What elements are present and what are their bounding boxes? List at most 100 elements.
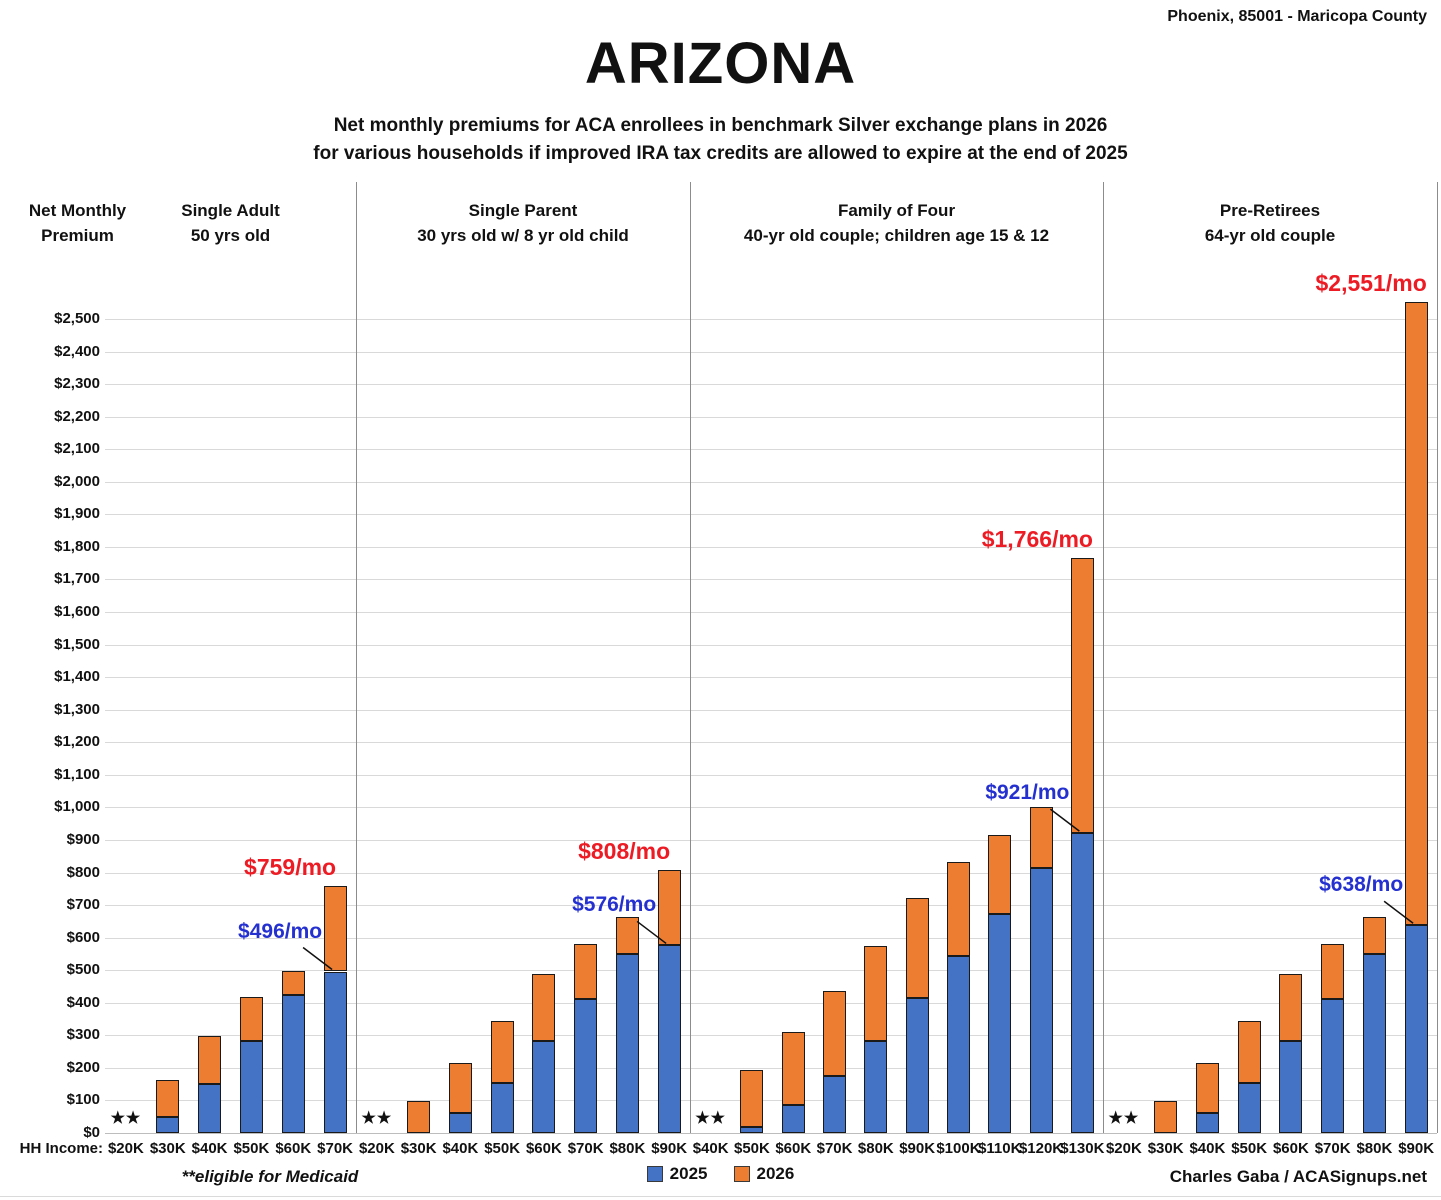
x-tick-label: $60K bbox=[1272, 1140, 1309, 1157]
y-tick-label: $2,000 bbox=[54, 472, 100, 490]
y-tick-label: $600 bbox=[66, 928, 100, 946]
y-tick-label: $300 bbox=[66, 1026, 100, 1044]
legend: 2025 2026 bbox=[0, 1164, 1441, 1184]
x-tick-label: $100K bbox=[936, 1140, 981, 1157]
bar-2026 bbox=[1321, 944, 1345, 999]
y-tick-label: $800 bbox=[66, 863, 100, 881]
gridline bbox=[105, 449, 1437, 451]
y-tick-label: $1,500 bbox=[54, 635, 100, 653]
x-tick-label: $70K bbox=[1314, 1140, 1351, 1157]
x-tick-label: $80K bbox=[609, 1140, 646, 1157]
x-tick-label: $50K bbox=[484, 1140, 521, 1157]
bar-2026 bbox=[198, 1036, 222, 1085]
panel-header-line-1: Single Adult bbox=[181, 201, 280, 220]
bar-2026 bbox=[823, 990, 847, 1076]
bar-2025 bbox=[1404, 925, 1428, 1133]
y-tick-label: $100 bbox=[66, 1091, 100, 1109]
x-tick-label: $60K bbox=[275, 1140, 312, 1157]
annotation-2025-value: $638/mo bbox=[1319, 873, 1404, 897]
x-tick-label: $30K bbox=[1147, 1140, 1184, 1157]
location-label: Phoenix, 85001 - Maricopa County bbox=[1167, 8, 1427, 25]
bar-2025 bbox=[1029, 868, 1053, 1133]
x-tick-label: $90K bbox=[651, 1140, 688, 1157]
bar-2026 bbox=[1154, 1101, 1178, 1133]
panel-header-line-2: 40-yr old couple; children age 15 & 12 bbox=[743, 226, 1050, 245]
gridline bbox=[105, 937, 1437, 939]
x-tick-label: $70K bbox=[816, 1140, 853, 1157]
y-axis-title-line-1: Net Monthly bbox=[28, 201, 127, 220]
bar-2025 bbox=[1321, 998, 1345, 1133]
legend-item-2025: 2025 bbox=[646, 1164, 708, 1184]
x-tick-label: $90K bbox=[1398, 1140, 1435, 1157]
x-tick-label: $50K bbox=[1231, 1140, 1268, 1157]
bar-2025 bbox=[1070, 833, 1094, 1133]
panel-header-line-1: Pre-Retirees bbox=[1219, 201, 1321, 220]
y-tick-label: $1,900 bbox=[54, 505, 100, 523]
y-tick-label: $0 bbox=[83, 1124, 100, 1141]
x-tick-label: $110K bbox=[978, 1140, 1022, 1157]
gridline bbox=[105, 612, 1437, 614]
x-tick-label: $50K bbox=[734, 1140, 770, 1157]
y-tick-label: $1,100 bbox=[54, 765, 100, 783]
x-tick-label: $70K bbox=[317, 1140, 353, 1157]
bar-2025 bbox=[781, 1105, 805, 1133]
panel-divider bbox=[356, 182, 357, 1133]
gridline bbox=[105, 514, 1437, 516]
x-tick-label: $40K bbox=[692, 1140, 729, 1157]
y-tick-label: $2,200 bbox=[54, 407, 100, 425]
bar-2026 bbox=[657, 869, 681, 946]
x-tick-label: $120K bbox=[1018, 1140, 1064, 1157]
y-tick-label: $400 bbox=[66, 993, 100, 1011]
x-tick-label: $80K bbox=[1356, 1140, 1393, 1157]
bar-2025 bbox=[490, 1082, 514, 1133]
y-tick-label: $200 bbox=[66, 1058, 100, 1076]
bar-2026 bbox=[323, 885, 347, 972]
bar-2026 bbox=[1237, 1020, 1261, 1083]
legend-item-2026: 2026 bbox=[733, 1164, 794, 1184]
gridline bbox=[105, 319, 1437, 320]
legend-swatch-2026 bbox=[733, 1166, 750, 1182]
gridline bbox=[105, 1035, 1437, 1037]
bar-2026 bbox=[1279, 974, 1303, 1041]
bar-2026 bbox=[781, 1032, 805, 1106]
y-tick-label: $1,400 bbox=[54, 668, 100, 686]
y-tick-label: $1,000 bbox=[54, 798, 100, 816]
medicaid-marker: ★★ bbox=[361, 1110, 393, 1127]
panel-header: Single Parent 30 yrs old w/ 8 yr old chil… bbox=[417, 198, 629, 248]
bar-2025 bbox=[988, 914, 1012, 1133]
subtitle-line-1: Net monthly premiums for ACA enrollees i… bbox=[333, 115, 1108, 136]
bar-2026 bbox=[407, 1101, 431, 1133]
x-tick-label: $20K bbox=[358, 1140, 395, 1157]
gridline bbox=[105, 579, 1437, 581]
panel-header: Family of Four 40-yr old couple; children… bbox=[744, 198, 1049, 248]
bar-2025 bbox=[1237, 1082, 1261, 1133]
bar-2026 bbox=[574, 944, 598, 999]
y-tick-label: $1,200 bbox=[54, 733, 100, 751]
x-tick-label: $60K bbox=[775, 1140, 812, 1157]
x-tick-label: $20K bbox=[1105, 1140, 1142, 1157]
bar-2026 bbox=[156, 1079, 180, 1118]
x-tick-label: $70K bbox=[567, 1140, 604, 1157]
bar-2026 bbox=[1029, 807, 1053, 869]
bar-2026 bbox=[864, 946, 888, 1041]
bar-2025 bbox=[740, 1126, 764, 1133]
gridline bbox=[105, 384, 1437, 386]
gridline bbox=[105, 905, 1437, 907]
bar-2025 bbox=[823, 1076, 847, 1133]
y-tick-label: $1,300 bbox=[54, 700, 100, 718]
bar-2025 bbox=[1362, 953, 1386, 1133]
bar-2025 bbox=[574, 998, 598, 1133]
annotation-2025-value: $496/mo bbox=[238, 919, 323, 943]
bar-2026 bbox=[615, 917, 639, 954]
legend-label-2025: 2025 bbox=[669, 1164, 708, 1183]
subtitle-line-2: for various households if improved IRA t… bbox=[313, 143, 1128, 164]
annotation-2026-value: $759/mo bbox=[244, 853, 337, 880]
x-axis-line bbox=[105, 1133, 1437, 1134]
panel-header: Single Adult 50 yrs old bbox=[181, 198, 280, 248]
x-tick-label: $40K bbox=[191, 1140, 228, 1157]
bar-2025 bbox=[532, 1040, 556, 1133]
bottom-divider-line bbox=[0, 1196, 1441, 1197]
medicaid-marker: ★★ bbox=[1108, 1110, 1140, 1127]
bar-2025 bbox=[448, 1113, 472, 1133]
bar-2025 bbox=[198, 1084, 222, 1133]
